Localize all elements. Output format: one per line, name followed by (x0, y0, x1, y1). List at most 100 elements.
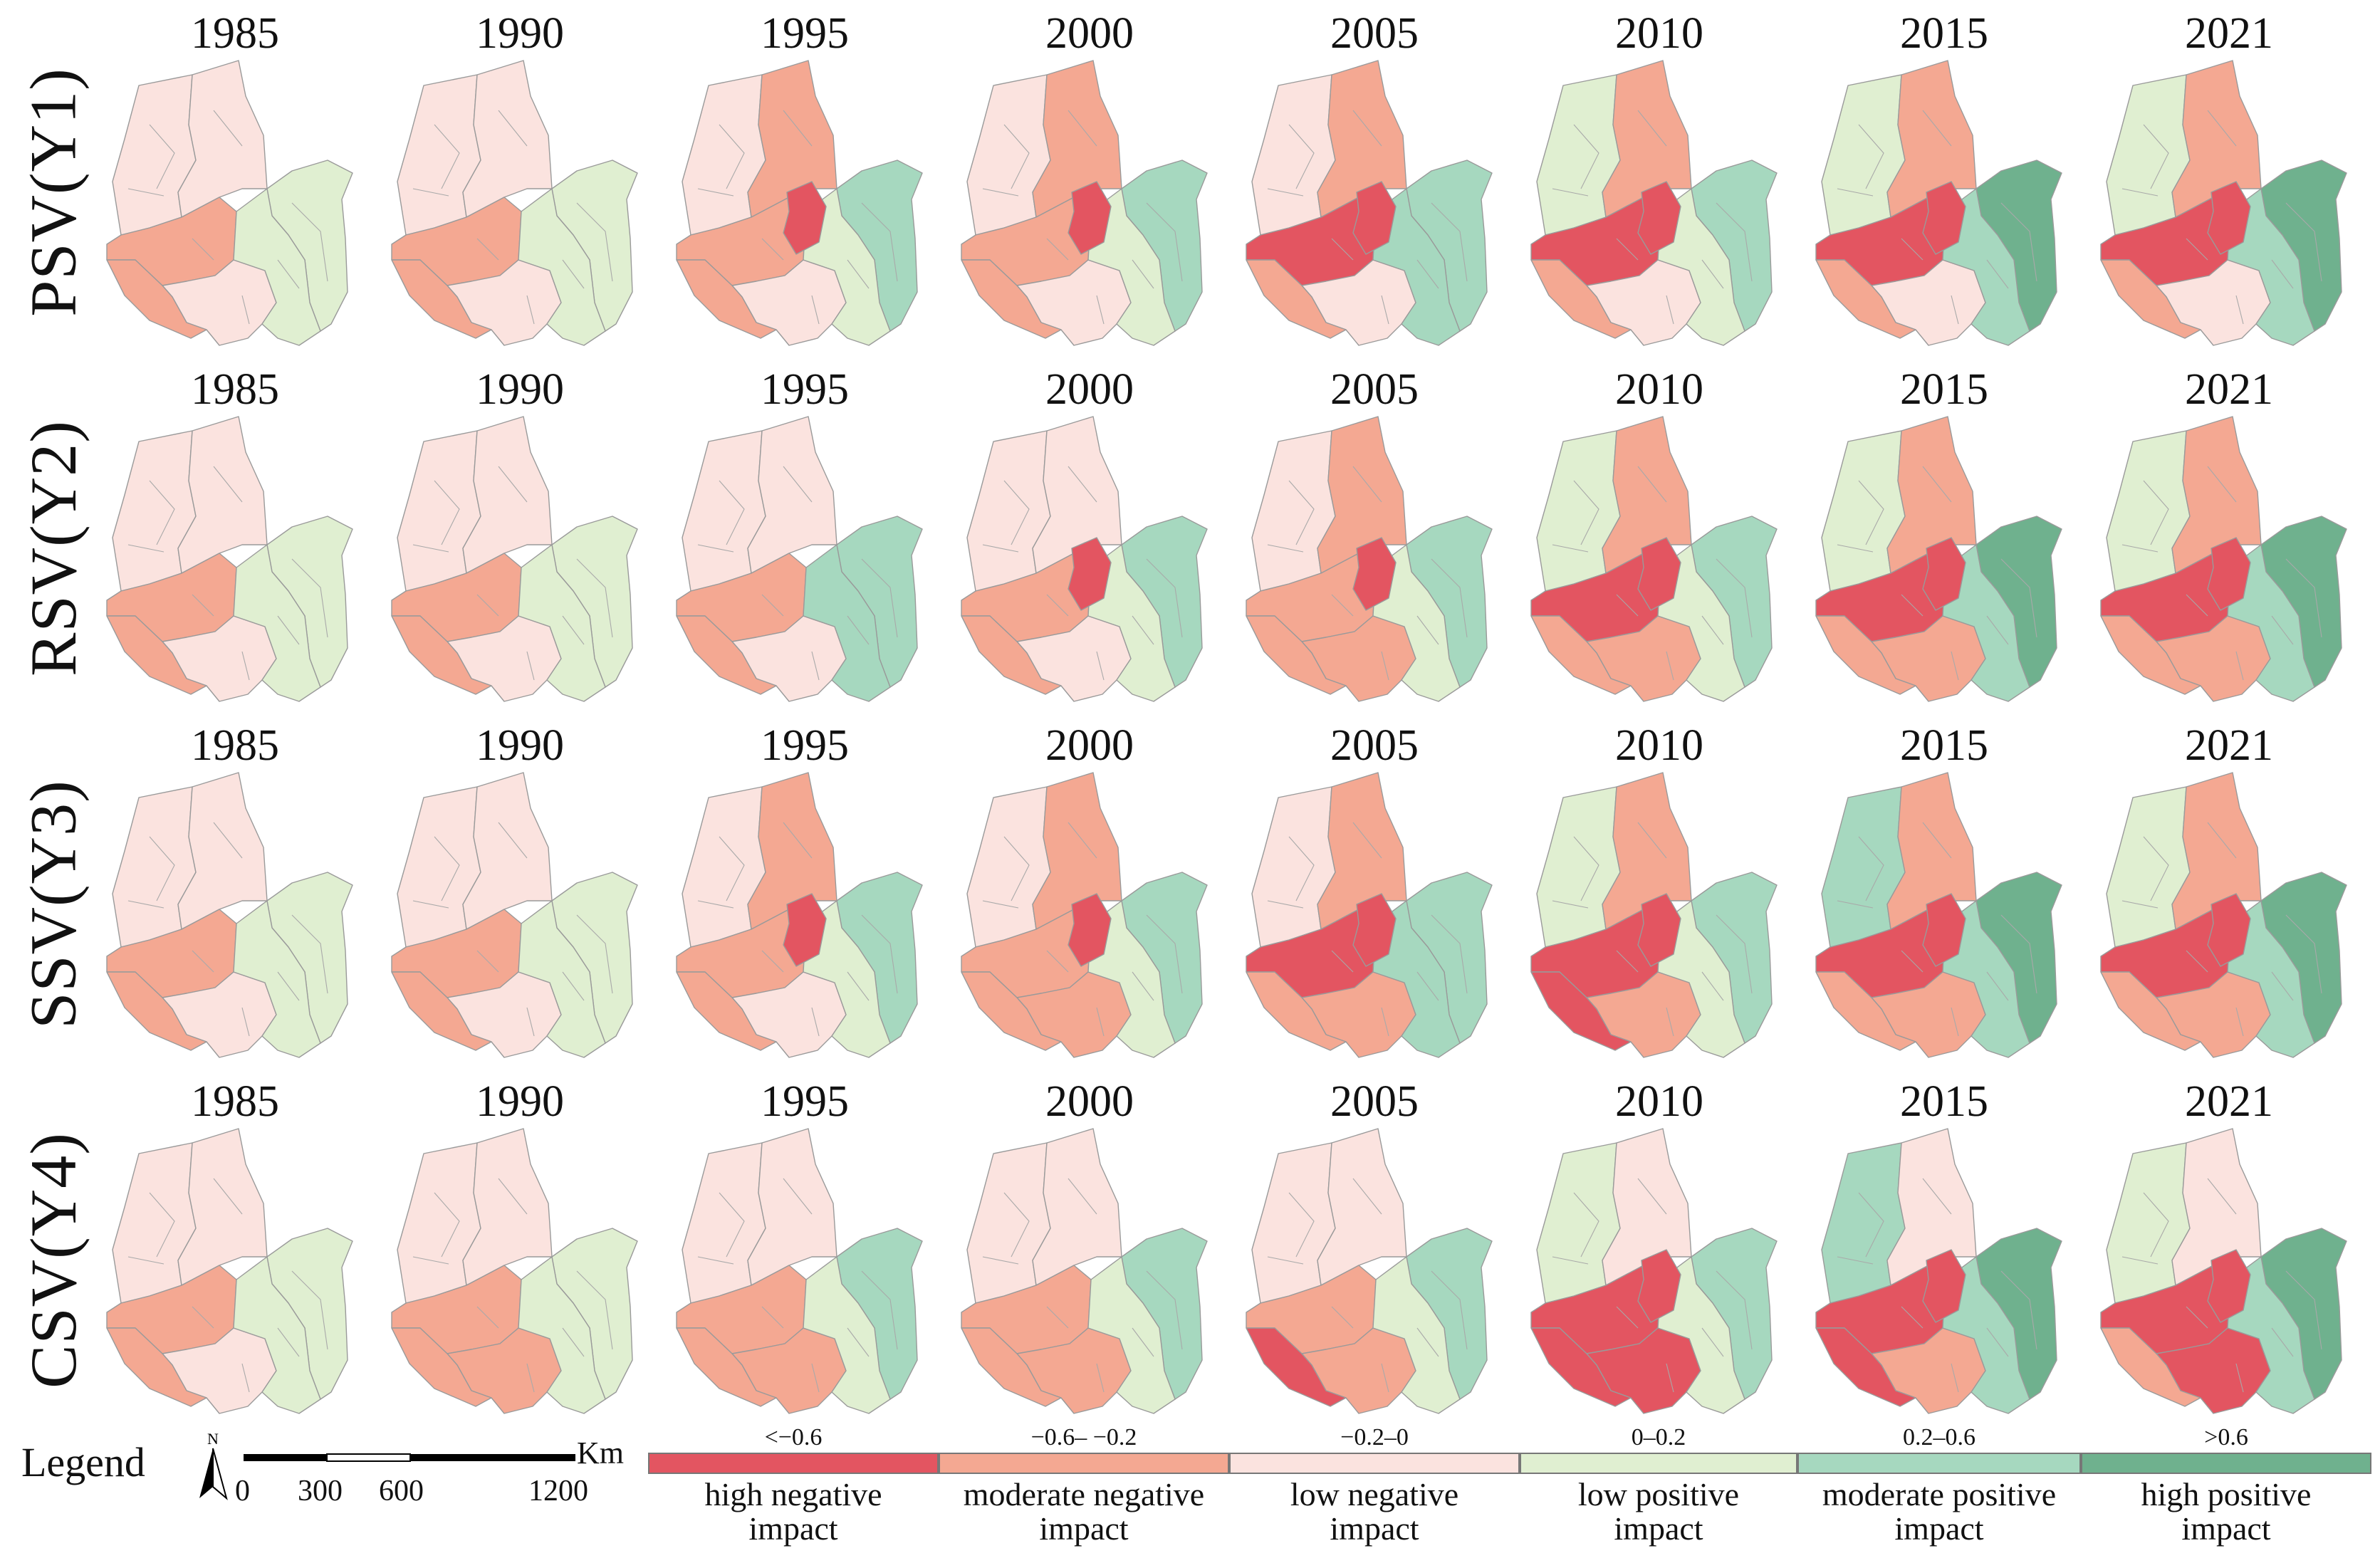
map-region-5 (1087, 1256, 1176, 1414)
map-region-5 (233, 188, 321, 346)
map-region-6 (676, 971, 777, 1051)
map-region-5 (2227, 544, 2315, 702)
map-region-core (2207, 181, 2251, 255)
legend-class-line2: impact (2181, 1510, 2271, 1547)
map-region-5 (518, 188, 606, 346)
map-region-core (2207, 1249, 2251, 1323)
county-boundary (2121, 1256, 2159, 1265)
county-boundary (1096, 1007, 1105, 1037)
map-region-5 (1657, 1256, 1745, 1414)
map-region-core (2207, 537, 2251, 611)
map-year-title: 1985 (191, 721, 279, 770)
region-map-CSV(Y4)-1985 (106, 1114, 363, 1414)
county-boundary (2207, 466, 2237, 503)
county-boundary (434, 124, 460, 189)
county-boundary (982, 900, 1019, 909)
county-boundary (2000, 558, 2037, 638)
map-region-6 (1246, 615, 1347, 695)
map-region-core (783, 181, 827, 255)
map-region-6 (391, 259, 492, 339)
county-boundary (1068, 466, 1097, 503)
county-boundary (1716, 1270, 1753, 1350)
north-arrow-icon: N (195, 1430, 231, 1501)
county-boundary (1837, 900, 1874, 909)
map-region-5 (2227, 1256, 2315, 1414)
map-year-title: 2000 (1045, 365, 1134, 414)
county-boundary (861, 1270, 898, 1350)
county-boundary (2285, 914, 2322, 994)
county-boundary (1132, 615, 1154, 645)
county-boundary (2143, 480, 2169, 545)
region-map-SSV(Y3)-2021 (2100, 758, 2357, 1058)
county-boundary (1901, 594, 1924, 617)
map-region-6 (1815, 971, 1916, 1051)
map-region-6 (1815, 1327, 1916, 1407)
county-boundary (1096, 1363, 1105, 1393)
county-boundary (697, 1256, 734, 1265)
map-region-6 (391, 615, 492, 695)
county-boundary (1858, 836, 1884, 901)
county-boundary (719, 1192, 745, 1258)
county-boundary (1986, 971, 2009, 1001)
county-boundary (562, 1327, 585, 1357)
county-boundary (1068, 1178, 1097, 1215)
region-map-RSV(Y2)-2021 (2100, 402, 2357, 702)
county-boundary (1637, 822, 1667, 859)
region-map-PSV(Y1)-2005 (1246, 46, 1503, 346)
map-year-title: 2010 (1615, 365, 1703, 414)
county-boundary (2271, 615, 2294, 645)
map-region-5 (1657, 188, 1745, 346)
county-boundary (1146, 1270, 1183, 1350)
county-boundary (1616, 1306, 1639, 1329)
region-map-CSV(Y4)-2015 (1815, 1114, 2072, 1414)
map-region-5 (1372, 1256, 1461, 1414)
map-region-core (1352, 537, 1397, 611)
map-region-1 (462, 416, 553, 574)
map-region-6 (1815, 259, 1916, 339)
map-year-title: 1990 (476, 9, 564, 58)
map-region-6 (1246, 1327, 1347, 1407)
county-boundary (498, 1178, 528, 1215)
county-boundary (1146, 558, 1183, 638)
map-region-5 (803, 900, 891, 1058)
map-region-6 (1815, 615, 1916, 695)
county-boundary (1858, 124, 1884, 189)
county-boundary (697, 544, 734, 553)
county-boundary (1331, 594, 1354, 617)
county-boundary (761, 594, 784, 617)
map-region-6 (676, 615, 777, 695)
map-region-6 (2100, 1327, 2201, 1407)
county-boundary (1922, 1178, 1952, 1215)
county-boundary (2000, 1270, 2037, 1350)
county-boundary (761, 1306, 784, 1329)
legend-swatch-low_neg (1229, 1453, 1520, 1474)
county-boundary (719, 836, 745, 901)
map-year-title: 2005 (1330, 721, 1419, 770)
county-boundary (761, 238, 784, 261)
county-boundary (149, 124, 175, 189)
legend-class-mod_neg: moderate negative impact (939, 1478, 1229, 1546)
county-boundary (1837, 544, 1874, 553)
map-region-core (783, 893, 827, 967)
county-boundary (1666, 295, 1674, 325)
county-boundary (434, 836, 460, 901)
county-boundary (1352, 1178, 1382, 1215)
region-map-RSV(Y2)-2000 (961, 402, 1218, 702)
county-boundary (1046, 594, 1069, 617)
county-boundary (2186, 238, 2208, 261)
county-boundary (526, 651, 535, 681)
county-boundary (1858, 1192, 1884, 1258)
map-region-core (1637, 1249, 1681, 1323)
map-year-title: 2010 (1615, 721, 1703, 770)
map-region-core (1922, 181, 1966, 255)
county-boundary (1068, 110, 1097, 147)
map-year-title: 1995 (761, 1077, 849, 1126)
county-boundary (213, 466, 243, 503)
map-year-title: 2021 (2185, 1077, 2273, 1126)
map-year-title: 2010 (1615, 1077, 1703, 1126)
map-region-6 (2100, 259, 2201, 339)
map-year-title: 1985 (191, 1077, 279, 1126)
county-boundary (1288, 836, 1315, 901)
county-boundary (783, 466, 813, 503)
map-region-5 (1942, 900, 2030, 1058)
